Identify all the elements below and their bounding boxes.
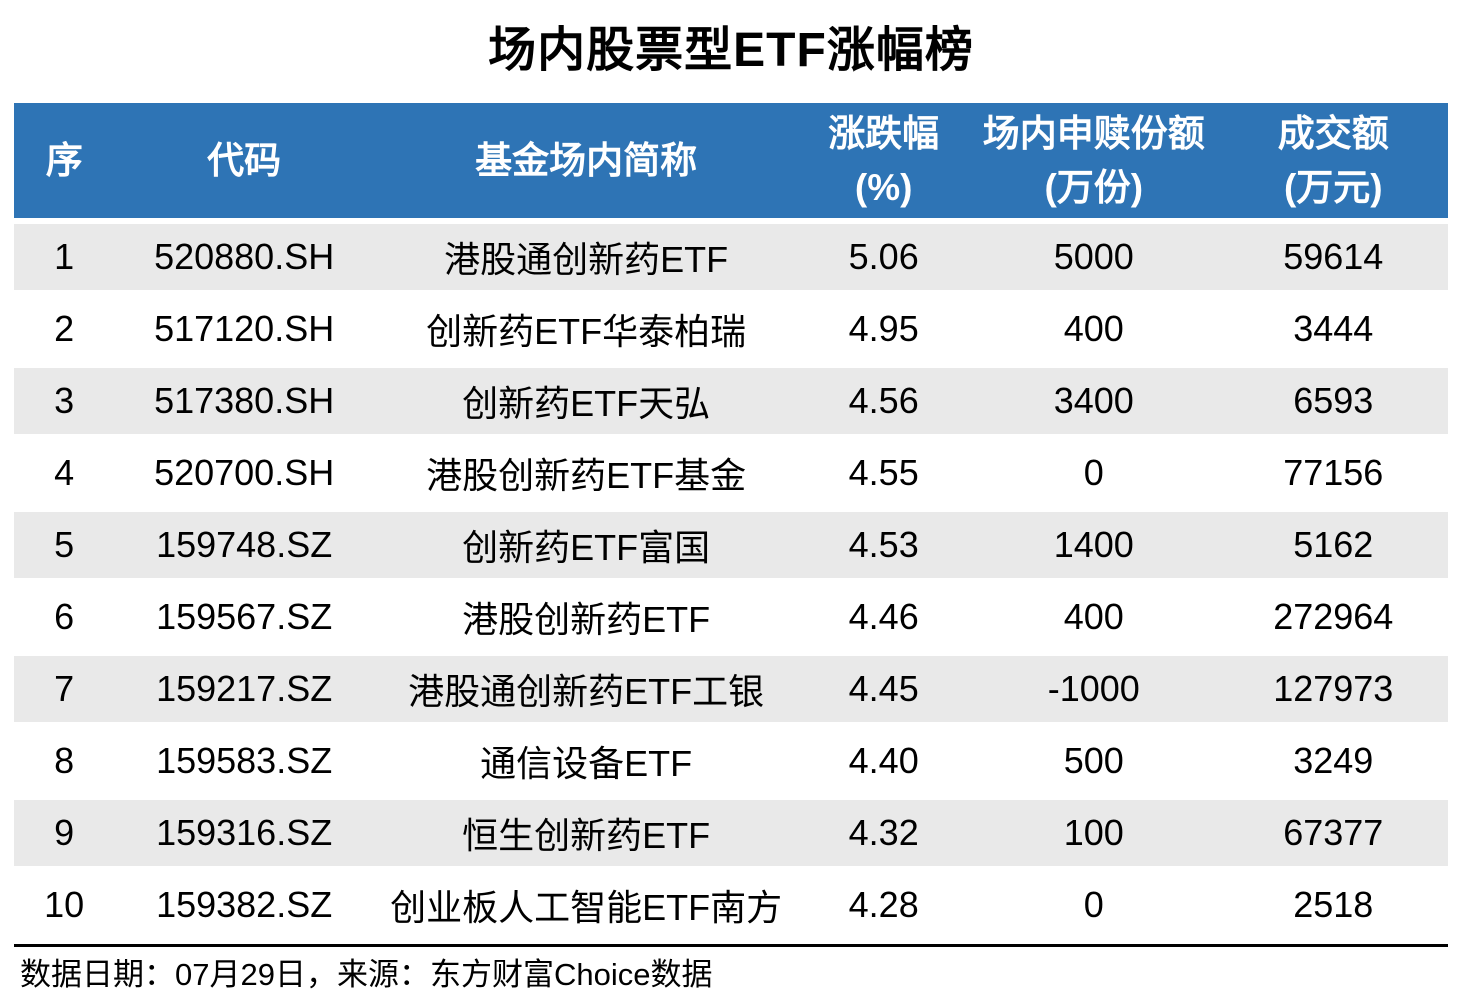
page-title: 场内股票型ETF涨幅榜 xyxy=(488,24,974,77)
cell-change: 4.55 xyxy=(798,440,970,506)
table-row: 10 159382.SZ 创业板人工智能ETF南方 4.28 0 2518 xyxy=(14,872,1448,938)
table-header: 序 代码 基金场内简称 涨跌幅 (%) xyxy=(14,103,1448,218)
cell-change: 4.56 xyxy=(798,368,970,434)
cell-seq: 7 xyxy=(14,656,115,722)
etf-gain-table: 序 代码 基金场内简称 涨跌幅 (%) xyxy=(14,97,1448,944)
cell-turnover: 3444 xyxy=(1218,296,1448,362)
header-seq-label: 序 xyxy=(45,139,83,181)
cell-seq: 5 xyxy=(14,512,115,578)
header-seq: 序 xyxy=(14,103,115,218)
data-source-note: 数据日期：07月29日，来源：东方财富Choice数据 xyxy=(14,944,1448,995)
cell-name: 创业板人工智能ETF南方 xyxy=(373,872,799,938)
cell-change: 4.40 xyxy=(798,728,970,794)
cell-turnover: 77156 xyxy=(1218,440,1448,506)
cell-change: 5.06 xyxy=(798,224,970,290)
cell-turnover: 127973 xyxy=(1218,656,1448,722)
cell-turnover: 6593 xyxy=(1218,368,1448,434)
table-row: 5 159748.SZ 创新药ETF富国 4.53 1400 5162 xyxy=(14,512,1448,578)
header-fund-name-label: 基金场内简称 xyxy=(475,139,698,181)
cell-seq: 9 xyxy=(14,800,115,866)
cell-code: 159583.SZ xyxy=(114,728,374,794)
cell-name: 创新药ETF华泰柏瑞 xyxy=(373,296,799,362)
cell-seq: 4 xyxy=(14,440,115,506)
cell-shares: 3400 xyxy=(969,368,1219,434)
cell-code: 517380.SH xyxy=(114,368,374,434)
cell-seq: 6 xyxy=(14,584,115,650)
table-row: 7 159217.SZ 港股通创新药ETF工银 4.45 -1000 127973 xyxy=(14,656,1448,722)
cell-change: 4.45 xyxy=(798,656,970,722)
cell-code: 159382.SZ xyxy=(114,872,374,938)
cell-shares: 400 xyxy=(969,584,1219,650)
header-row: 序 代码 基金场内简称 涨跌幅 (%) xyxy=(14,103,1448,218)
cell-shares: 0 xyxy=(969,872,1219,938)
cell-name: 港股创新药ETF基金 xyxy=(373,440,799,506)
table-row: 6 159567.SZ 港股创新药ETF 4.46 400 272964 xyxy=(14,584,1448,650)
cell-shares: 400 xyxy=(969,296,1219,362)
cell-change: 4.32 xyxy=(798,800,970,866)
header-change-pct-unit: (%) xyxy=(854,166,913,208)
cell-seq: 1 xyxy=(14,224,115,290)
cell-seq: 3 xyxy=(14,368,115,434)
cell-name: 创新药ETF天弘 xyxy=(373,368,799,434)
cell-change: 4.95 xyxy=(798,296,970,362)
cell-name: 恒生创新药ETF xyxy=(373,800,799,866)
header-turnover-unit: (万元) xyxy=(1283,166,1383,208)
header-change-pct: 涨跌幅 (%) xyxy=(798,103,970,218)
cell-code: 520700.SH xyxy=(114,440,374,506)
cell-seq: 10 xyxy=(14,872,115,938)
cell-name: 港股创新药ETF xyxy=(373,584,799,650)
table-body: 1 520880.SH 港股通创新药ETF 5.06 5000 59614 2 517120.… xyxy=(14,224,1448,938)
cell-name: 创新药ETF富国 xyxy=(373,512,799,578)
table-row: 9 159316.SZ 恒生创新药ETF 4.32 100 67377 xyxy=(14,800,1448,866)
cell-name: 港股通创新药ETF xyxy=(373,224,799,290)
cell-shares: 0 xyxy=(969,440,1219,506)
cell-shares: 500 xyxy=(969,728,1219,794)
cell-name: 港股通创新药ETF工银 xyxy=(373,656,799,722)
cell-seq: 2 xyxy=(14,296,115,362)
header-shares: 场内申赎份额 (万份) xyxy=(969,103,1219,218)
cell-turnover: 67377 xyxy=(1218,800,1448,866)
cell-turnover: 59614 xyxy=(1218,224,1448,290)
cell-code: 159217.SZ xyxy=(114,656,374,722)
header-turnover-label: 成交额 xyxy=(1277,112,1389,154)
cell-code: 159748.SZ xyxy=(114,512,374,578)
header-shares-unit: (万份) xyxy=(1044,166,1144,208)
table-row: 8 159583.SZ 通信设备ETF 4.40 500 3249 xyxy=(14,728,1448,794)
cell-change: 4.46 xyxy=(798,584,970,650)
cell-seq: 8 xyxy=(14,728,115,794)
table-row: 2 517120.SH 创新药ETF华泰柏瑞 4.95 400 3444 xyxy=(14,296,1448,362)
cell-change: 4.53 xyxy=(798,512,970,578)
header-change-pct-label: 涨跌幅 xyxy=(828,112,940,154)
cell-code: 520880.SH xyxy=(114,224,374,290)
table-row: 3 517380.SH 创新药ETF天弘 4.56 3400 6593 xyxy=(14,368,1448,434)
header-turnover: 成交额 (万元) xyxy=(1218,103,1448,218)
cell-code: 159316.SZ xyxy=(114,800,374,866)
cell-code: 159567.SZ xyxy=(114,584,374,650)
cell-turnover: 2518 xyxy=(1218,872,1448,938)
cell-shares: 1400 xyxy=(969,512,1219,578)
header-code: 代码 xyxy=(114,103,374,218)
header-shares-label: 场内申赎份额 xyxy=(982,112,1205,154)
cell-name: 通信设备ETF xyxy=(373,728,799,794)
table-container: 序 代码 基金场内简称 涨跌幅 (%) xyxy=(14,97,1448,944)
cell-shares: -1000 xyxy=(969,656,1219,722)
table-row: 4 520700.SH 港股创新药ETF基金 4.55 0 77156 xyxy=(14,440,1448,506)
cell-shares: 100 xyxy=(969,800,1219,866)
cell-change: 4.28 xyxy=(798,872,970,938)
header-fund-name: 基金场内简称 xyxy=(373,103,799,218)
cell-turnover: 272964 xyxy=(1218,584,1448,650)
header-code-label: 代码 xyxy=(207,139,282,181)
cell-turnover: 5162 xyxy=(1218,512,1448,578)
table-row: 1 520880.SH 港股通创新药ETF 5.06 5000 59614 xyxy=(14,224,1448,290)
cell-code: 517120.SH xyxy=(114,296,374,362)
cell-shares: 5000 xyxy=(969,224,1219,290)
cell-turnover: 3249 xyxy=(1218,728,1448,794)
